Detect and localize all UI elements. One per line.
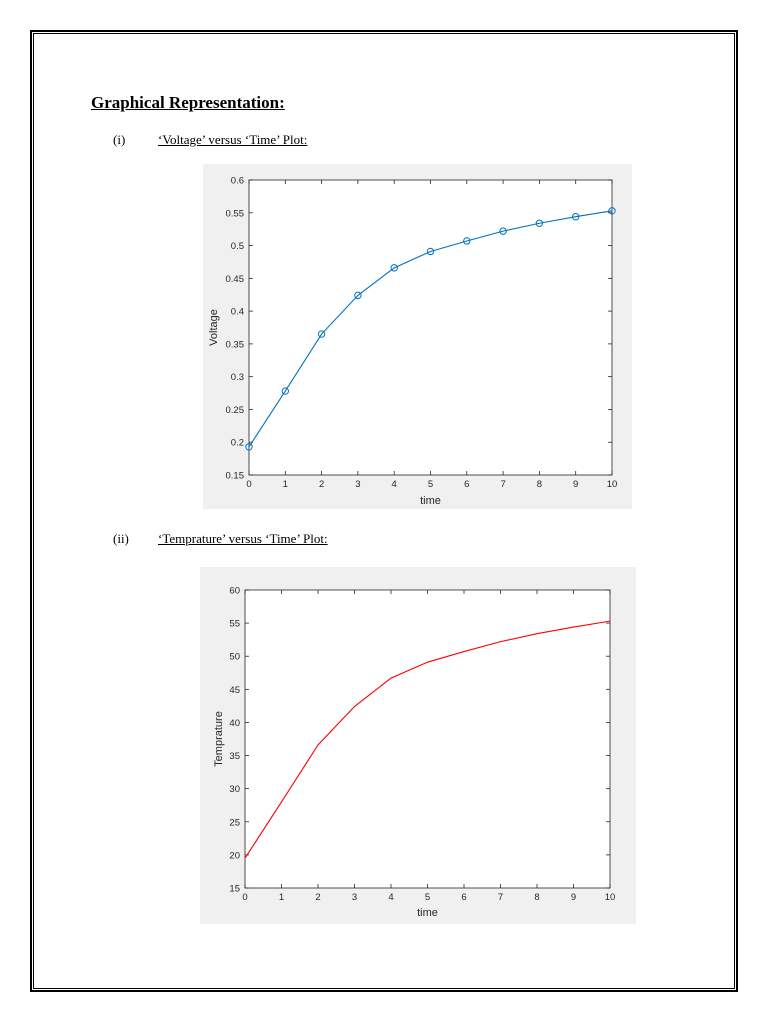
x-tick-label: 8 <box>534 892 539 903</box>
data-point <box>354 291 362 300</box>
series-line <box>248 210 613 448</box>
section-2-title: ‘Temprature’ versus ‘Time’ Plot: <box>158 531 328 546</box>
section-1-title: ‘Voltage’ versus ‘Time’ Plot: <box>158 132 308 147</box>
y-tick-label: 40 <box>229 718 240 729</box>
page-border <box>30 30 738 992</box>
x-tick-label: 7 <box>498 892 503 903</box>
y-tick-label: 0.5 <box>231 241 244 252</box>
data-point <box>317 330 326 338</box>
y-tick-label: 0.4 <box>231 307 244 318</box>
y-tick-label: 0.15 <box>226 471 245 482</box>
y-tick-label: 35 <box>229 751 240 762</box>
x-tick-label: 6 <box>464 479 469 490</box>
data-point <box>245 443 253 451</box>
y-tick-label: 0.6 <box>231 176 244 187</box>
y-tick-label: 50 <box>229 652 240 663</box>
x-tick-label: 0 <box>242 892 247 903</box>
temperature-chart: 0 1 2 3 4 5 6 7 8 9 10 15 20 25 30 35 40 45 50 55 60 time Temp… <box>200 567 636 924</box>
x-axis-label: time <box>420 495 441 507</box>
x-tick-label: 8 <box>537 479 542 490</box>
x-tick-label: 1 <box>279 892 284 903</box>
data-point <box>535 219 544 227</box>
y-tick-label: 25 <box>229 817 240 828</box>
y-tick-label: 0.45 <box>226 274 245 285</box>
plot-area <box>248 179 613 476</box>
data-point <box>608 207 616 215</box>
data-point <box>463 237 471 245</box>
y-tick-label: 60 <box>229 586 240 597</box>
page-border-inner <box>33 33 735 989</box>
section-2-number: (ii) <box>113 531 129 546</box>
x-tick-label: 10 <box>607 479 618 490</box>
y-tick-label: 0.25 <box>226 405 245 416</box>
y-axis-label: Voltage <box>208 309 220 346</box>
y-tick-label: 0.55 <box>226 208 245 219</box>
voltage-chart: 0 1 2 3 4 5 6 7 8 9 10 0.15 0.2 0.25 0.3 0.35 0.4 0.45 0.5… <box>203 164 632 509</box>
y-tick-label: 45 <box>229 685 240 696</box>
y-tick-label: 30 <box>229 784 240 795</box>
data-point <box>390 264 398 272</box>
x-tick-label: 10 <box>605 892 616 903</box>
x-tick-label: 4 <box>392 479 397 490</box>
x-axis-label: time <box>417 907 438 919</box>
x-tick-label: 2 <box>315 892 320 903</box>
data-point <box>426 247 435 256</box>
y-tick-label: 55 <box>229 619 240 630</box>
x-tick-label: 1 <box>283 479 288 490</box>
section-1-number: (i) <box>113 132 126 147</box>
series-line <box>244 620 611 859</box>
x-tick-label: 0 <box>246 479 251 490</box>
y-tick-label: 15 <box>229 884 240 895</box>
voltage-chart-svg: 0 1 2 3 4 5 6 7 8 9 10 0.15 0.2 0.25 0.3 0.35 0.4 0.45 0.5… <box>208 176 618 508</box>
y-axis-label: Temprature <box>213 711 225 767</box>
x-tick-label: 5 <box>428 479 433 490</box>
x-tick-label: 2 <box>319 479 324 490</box>
x-tick-label: 4 <box>388 892 393 903</box>
x-tick-label: 5 <box>425 892 430 903</box>
y-tick-label: 0.2 <box>231 438 244 449</box>
x-tick-label: 9 <box>573 479 578 490</box>
y-tick-label: 0.35 <box>226 339 245 350</box>
temperature-chart-svg: 0 1 2 3 4 5 6 7 8 9 1015202530354045505560timeTemp… <box>213 586 616 920</box>
x-tick-label: 3 <box>352 892 357 903</box>
x-tick-label: 9 <box>571 892 576 903</box>
data-point <box>572 213 580 221</box>
y-tick-label: 0.3 <box>231 372 244 383</box>
plot-area <box>244 589 611 889</box>
page-heading: Graphical Representation: <box>91 93 285 112</box>
x-tick-label: 3 <box>355 479 360 490</box>
data-point <box>499 227 507 235</box>
x-tick-label: 7 <box>500 479 505 490</box>
data-point <box>281 387 290 395</box>
x-tick-label: 6 <box>461 892 466 903</box>
y-tick-label: 20 <box>229 850 240 861</box>
